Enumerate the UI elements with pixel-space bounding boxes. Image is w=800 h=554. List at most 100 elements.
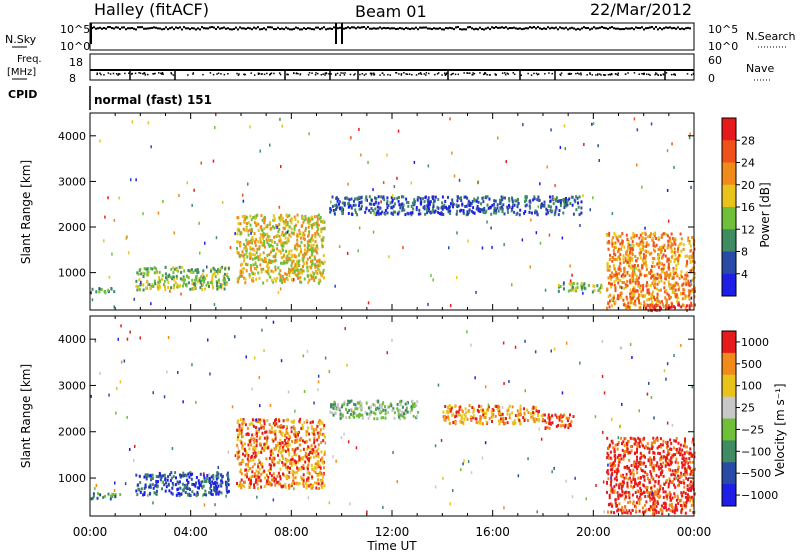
heatmap-cell (624, 256, 627, 260)
heatmap-cell (645, 508, 648, 512)
heatmap-cell (617, 267, 620, 271)
heatmap-cell (372, 411, 375, 415)
heatmap-cell (641, 265, 644, 268)
heatmap-cell (202, 282, 204, 286)
heatmap-cell (660, 234, 663, 237)
heatmap-cell (250, 227, 253, 231)
heatmap-cell (320, 420, 323, 424)
heatmap-cell (318, 418, 321, 422)
heatmap-cell (305, 433, 308, 437)
heatmap-cell (422, 206, 425, 210)
nave-point (586, 74, 588, 76)
heatmap-cell (358, 201, 361, 205)
heatmap-cell (685, 277, 688, 281)
heatmap-cell (358, 401, 361, 405)
heatmap-cell (629, 297, 632, 301)
heatmap-cell (265, 446, 268, 450)
heatmap-cell (176, 283, 179, 287)
heatmap-cell (525, 198, 528, 202)
heatmap-cell (341, 405, 343, 409)
heatmap-cell (238, 427, 241, 431)
heatmap-cell (300, 436, 303, 440)
heatmap-cell (497, 209, 500, 213)
noise-point (125, 28, 127, 31)
heatmap-cell (667, 273, 670, 277)
heatmap-cell (656, 292, 659, 296)
heatmap-cell (688, 486, 691, 490)
heatmap-cell (684, 511, 687, 515)
heatmap-cell (239, 418, 242, 422)
heatmap-cell (582, 286, 585, 290)
heatmap-cell (591, 290, 594, 294)
noise-point (103, 26, 105, 29)
heatmap-cell (656, 436, 659, 440)
heatmap-cell (678, 475, 681, 479)
heatmap-cell (403, 412, 405, 416)
heatmap-cell (224, 267, 227, 271)
heatmap-cell (576, 282, 579, 286)
heatmap-cell (276, 276, 279, 280)
heatmap-cell (560, 419, 563, 423)
heatmap-cell (637, 268, 640, 272)
heatmap-cell (678, 276, 681, 280)
heatmap-cell (687, 279, 690, 283)
heatmap-cell (692, 503, 695, 507)
heatmap-cell (215, 236, 218, 240)
heatmap-cell (229, 246, 232, 249)
heatmap-cell (383, 198, 386, 202)
heatmap-cell (386, 153, 388, 157)
heatmap-cell (306, 471, 309, 475)
heatmap-cell (692, 481, 695, 485)
heatmap-cell (381, 196, 384, 200)
heatmap-cell (201, 288, 204, 292)
heatmap-cell (199, 281, 202, 285)
heatmap-cell (226, 482, 229, 485)
heatmap-cell (190, 473, 192, 476)
heatmap-cell (478, 420, 481, 424)
heatmap-cell (540, 414, 543, 418)
heatmap-cell (670, 286, 673, 290)
heatmap-cell (318, 258, 321, 262)
nave-point (434, 73, 436, 76)
heatmap-cell (181, 482, 184, 486)
heatmap-cell (320, 230, 323, 234)
heatmap-cell (684, 439, 686, 443)
noise-point (351, 26, 353, 29)
heatmap-cell (293, 461, 296, 465)
heatmap-cell (623, 245, 626, 249)
heatmap-cell (658, 275, 661, 279)
heatmap-cell (462, 210, 465, 214)
noise-point (537, 26, 539, 29)
heatmap-cell (314, 248, 317, 252)
heatmap-cell (261, 241, 264, 245)
heatmap-cell (149, 267, 152, 270)
heatmap-cell (311, 431, 314, 435)
heatmap-cell (255, 238, 258, 242)
heatmap-cell (386, 200, 389, 204)
heatmap-cell (178, 284, 181, 288)
heatmap-cell (622, 440, 625, 444)
heatmap-cell (555, 196, 558, 200)
nave-point (139, 72, 142, 74)
heatmap-cell (393, 185, 396, 188)
heatmap-cell (182, 474, 184, 478)
nave-point (535, 72, 538, 75)
noise-point (393, 27, 395, 30)
heatmap-cell (251, 278, 253, 282)
heatmap-cell (609, 450, 612, 454)
heatmap-cell (252, 272, 255, 276)
heatmap-cell (250, 268, 252, 272)
heatmap-cell (322, 268, 325, 272)
heatmap-cell (281, 275, 284, 279)
noise-point (407, 27, 409, 30)
heatmap-cell (176, 492, 179, 496)
heatmap-cell (653, 264, 656, 268)
heatmap-cell (459, 413, 461, 417)
heatmap-cell (673, 439, 676, 443)
heatmap-cell (109, 494, 112, 498)
heatmap-cell (213, 303, 216, 307)
heatmap-cell (306, 240, 309, 244)
heatmap-cell (423, 207, 426, 211)
